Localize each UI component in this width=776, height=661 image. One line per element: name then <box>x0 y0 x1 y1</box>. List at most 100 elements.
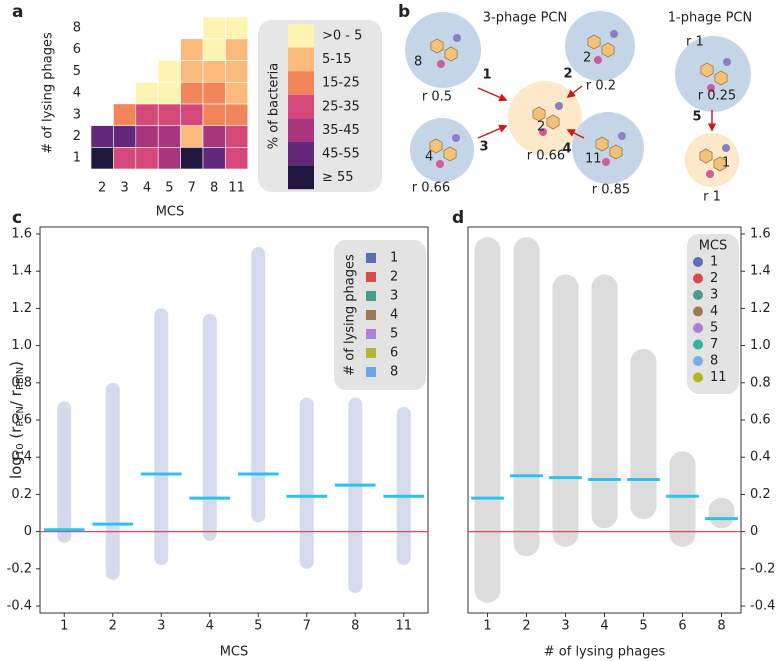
x-tick-label: 4 <box>206 619 214 634</box>
node-label: 1 <box>722 156 730 171</box>
bacterium-icon <box>700 62 714 78</box>
x-tick-label: 3 <box>157 619 165 634</box>
y-tick-label: 0 <box>750 524 758 539</box>
bacterium-icon <box>429 138 443 154</box>
arrow-label: 5 <box>692 110 701 125</box>
heatmap-cell <box>225 103 249 126</box>
heatmap-cell <box>113 147 137 170</box>
x-tick-label: 5 <box>254 619 262 634</box>
heatmap-cell <box>225 81 249 105</box>
phage-dot <box>452 134 460 142</box>
node-rate: r 0.85 <box>592 183 630 198</box>
heatmap-cell <box>202 125 226 148</box>
x-tick-label: 2 <box>98 181 106 196</box>
heatmap-cell <box>113 103 137 126</box>
heatmap-cell <box>180 103 204 126</box>
heatmap-cell <box>180 38 204 61</box>
bacterium-icon <box>699 148 713 164</box>
panel-label: c <box>12 208 22 228</box>
arrow-label: 3 <box>479 140 488 155</box>
legend-marker <box>366 310 376 320</box>
heatmap-cell <box>135 147 159 170</box>
y-tick-label: 0.4 <box>11 450 32 465</box>
x-tick-label: 4 <box>143 181 151 196</box>
y-tick-label: -0.4 <box>750 599 775 614</box>
y-tick-label: 5 <box>73 64 81 79</box>
violin <box>474 237 501 603</box>
y-tick-label: 1 <box>73 151 81 166</box>
node-label: r 1 <box>686 35 704 50</box>
node-rate: r 0.66 <box>412 181 450 196</box>
y-tick-label: 6 <box>73 42 81 57</box>
y-tick-label: -0.2 <box>7 561 32 576</box>
legend-label: 11 <box>710 370 727 385</box>
panel-title: 1-phage PCN <box>668 11 752 26</box>
y-tick-label: 2 <box>73 129 81 144</box>
legend-label: >0 - 5 <box>322 29 362 44</box>
y-tick-label: 0.6 <box>750 413 771 428</box>
y-tick-label: 4 <box>73 86 81 101</box>
arrow-label: 2 <box>563 67 572 82</box>
legend-marker <box>693 323 703 333</box>
phage-dot <box>618 132 626 140</box>
panel-title: 3-phage PCN <box>483 11 567 26</box>
x-tick-label: 7 <box>188 181 196 196</box>
y-tick-label: -0.2 <box>750 561 775 576</box>
y-axis-label-part: PBIN <box>15 367 26 390</box>
phage-dot <box>436 160 444 168</box>
phage-dot <box>723 58 731 66</box>
legend-label: 25-35 <box>322 99 360 114</box>
phage-dot <box>707 84 715 92</box>
legend-swatch <box>288 71 314 95</box>
node-label: 4 <box>425 150 433 165</box>
heatmap-cell <box>157 81 181 105</box>
x-tick-label: 5 <box>165 181 173 196</box>
phage-dot <box>610 30 618 38</box>
heatmap-cell <box>202 38 226 61</box>
legend-label: 35-45 <box>322 123 360 138</box>
x-tick-label: 3 <box>120 181 128 196</box>
x-tick-label: 11 <box>395 619 412 634</box>
legend-label: 8 <box>710 354 718 369</box>
heatmap-cell <box>157 147 181 170</box>
heatmap-cell <box>225 147 249 170</box>
x-tick-label: 2 <box>109 619 117 634</box>
y-tick-label: -0.4 <box>7 599 32 614</box>
legend-label: 8 <box>390 365 398 380</box>
legend-label: 1 <box>390 251 398 266</box>
x-tick-label: 8 <box>210 181 218 196</box>
bacterium-icon <box>713 156 727 172</box>
y-axis-label-part: (r <box>7 426 25 444</box>
arrow <box>477 87 508 102</box>
legend-marker <box>693 257 703 267</box>
legend-marker <box>693 339 703 350</box>
bacterium-icon <box>595 136 609 152</box>
violin <box>669 451 696 547</box>
arrow <box>477 124 508 139</box>
x-tick-label: 4 <box>600 619 608 634</box>
heatmap-cell <box>90 125 114 148</box>
bacterium-icon <box>444 46 458 62</box>
heatmap-cell <box>202 16 226 40</box>
node-label: 8 <box>414 55 422 70</box>
heatmap-cell <box>180 147 204 170</box>
point-spread <box>251 247 266 523</box>
heatmap-cell <box>90 147 114 170</box>
phage-dot <box>706 170 714 178</box>
legend-label: ≥ 55 <box>322 170 354 185</box>
bacterium-icon <box>430 38 444 54</box>
arrow <box>566 85 583 99</box>
x-tick-label: 8 <box>717 619 725 634</box>
point-spread <box>202 313 217 541</box>
legend-label: 5 <box>390 327 398 342</box>
x-axis-label: MCS <box>156 205 185 220</box>
x-tick-label: 11 <box>228 181 245 196</box>
y-tick-label: 1.0 <box>11 338 32 353</box>
y-tick-label: 1.6 <box>750 227 771 242</box>
heatmap-cell <box>157 103 181 126</box>
legend-marker <box>366 367 376 377</box>
point-spread <box>396 406 411 566</box>
y-tick-label: 0.8 <box>11 375 32 390</box>
heatmap-cell <box>180 81 204 105</box>
violin <box>591 274 618 529</box>
